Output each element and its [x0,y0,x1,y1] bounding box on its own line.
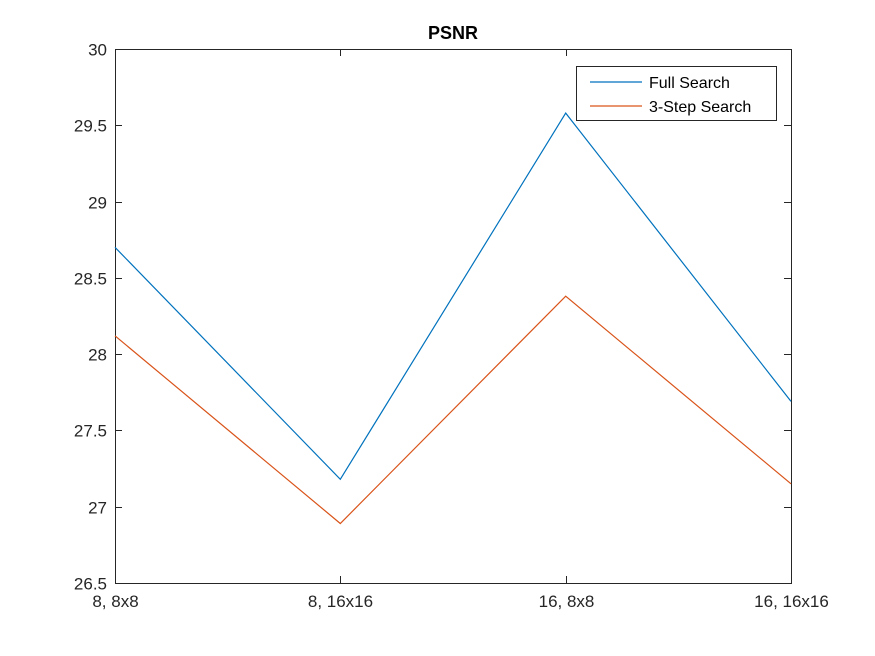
series-line-1 [114,112,792,481]
plot-box [115,49,792,584]
y-tick-label: 26.5 [74,575,107,594]
y-tick-label: 29.5 [74,117,107,136]
y-tick-label: 29 [88,194,107,213]
series-layer [114,112,792,525]
y-tick-label: 28.5 [74,270,107,289]
y-tick-label: 27.5 [74,422,107,441]
x-tick-label: 16, 8x8 [539,592,595,611]
y-tick-label: 30 [88,41,107,60]
legend-label-1: Full Search [649,75,730,92]
x-tick-label: 16, 16x16 [754,592,829,611]
y-tick-label: 27 [88,499,107,518]
x-tick-label: 8, 16x16 [308,592,373,611]
y-tick-label: 28 [88,346,107,365]
legend: Full Search 3-Step Search [576,66,777,121]
x-tick-label: 8, 8x8 [92,592,138,611]
legend-box [576,66,777,121]
plot-axes: 26.5 27 27.5 28 28.5 29 29.5 30 8, 8x8 8, 16x16 16… [74,41,829,612]
series-line-2 [114,295,792,525]
legend-label-2: 3-Step Search [649,99,751,116]
chart-title: PSNR [428,23,478,43]
